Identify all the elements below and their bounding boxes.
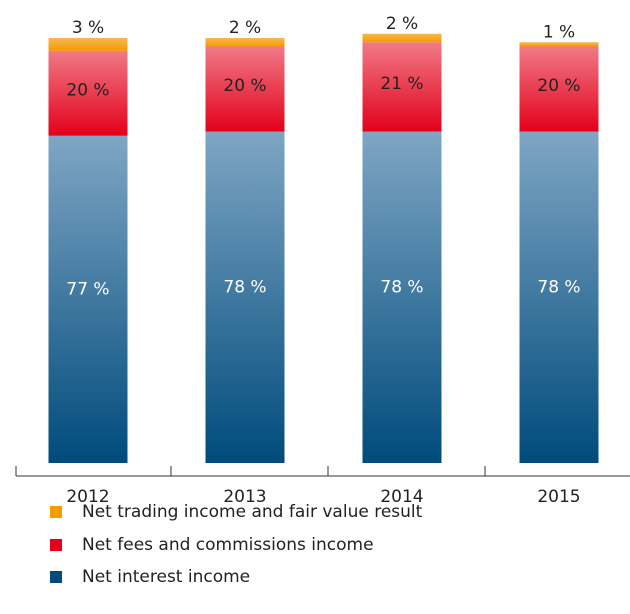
legend-swatch (50, 539, 62, 551)
data-label: 78 % (537, 277, 580, 297)
bar-segment (519, 46, 599, 132)
data-label: 78 % (380, 277, 423, 297)
bar-segment (205, 38, 285, 47)
bar-segment (205, 46, 285, 132)
data-label: 1 % (543, 22, 575, 42)
x-tick-label: 2012 (66, 487, 109, 507)
data-label: 2 % (229, 18, 261, 38)
legend-label: Net trading income and fair value result (82, 502, 423, 522)
x-tick-label: 2015 (537, 487, 580, 507)
legend-label: Net interest income (82, 567, 250, 587)
bar-segment (519, 42, 599, 47)
data-label: 20 % (537, 76, 580, 96)
bar-segment (362, 131, 442, 463)
data-label: 77 % (66, 279, 109, 299)
legend-swatch (50, 506, 62, 518)
data-label: 2 % (386, 14, 418, 34)
bar-segment (48, 38, 128, 51)
data-label: 20 % (66, 80, 109, 100)
bar-segment (48, 50, 128, 136)
data-label: 21 % (380, 74, 423, 94)
bar-segment (362, 42, 442, 132)
legend-swatch (50, 571, 62, 583)
bar-segment (48, 135, 128, 463)
bar-segment (362, 33, 442, 43)
data-label: 78 % (223, 277, 266, 297)
bar-segment (519, 131, 599, 463)
bar-segment (205, 131, 285, 463)
x-axis (15, 466, 630, 477)
x-tick-label: 2014 (380, 487, 423, 507)
legend-label: Net fees and commissions income (82, 535, 374, 555)
data-label: 20 % (223, 76, 266, 96)
x-tick-label: 2013 (223, 487, 266, 507)
data-label: 3 % (72, 18, 104, 38)
